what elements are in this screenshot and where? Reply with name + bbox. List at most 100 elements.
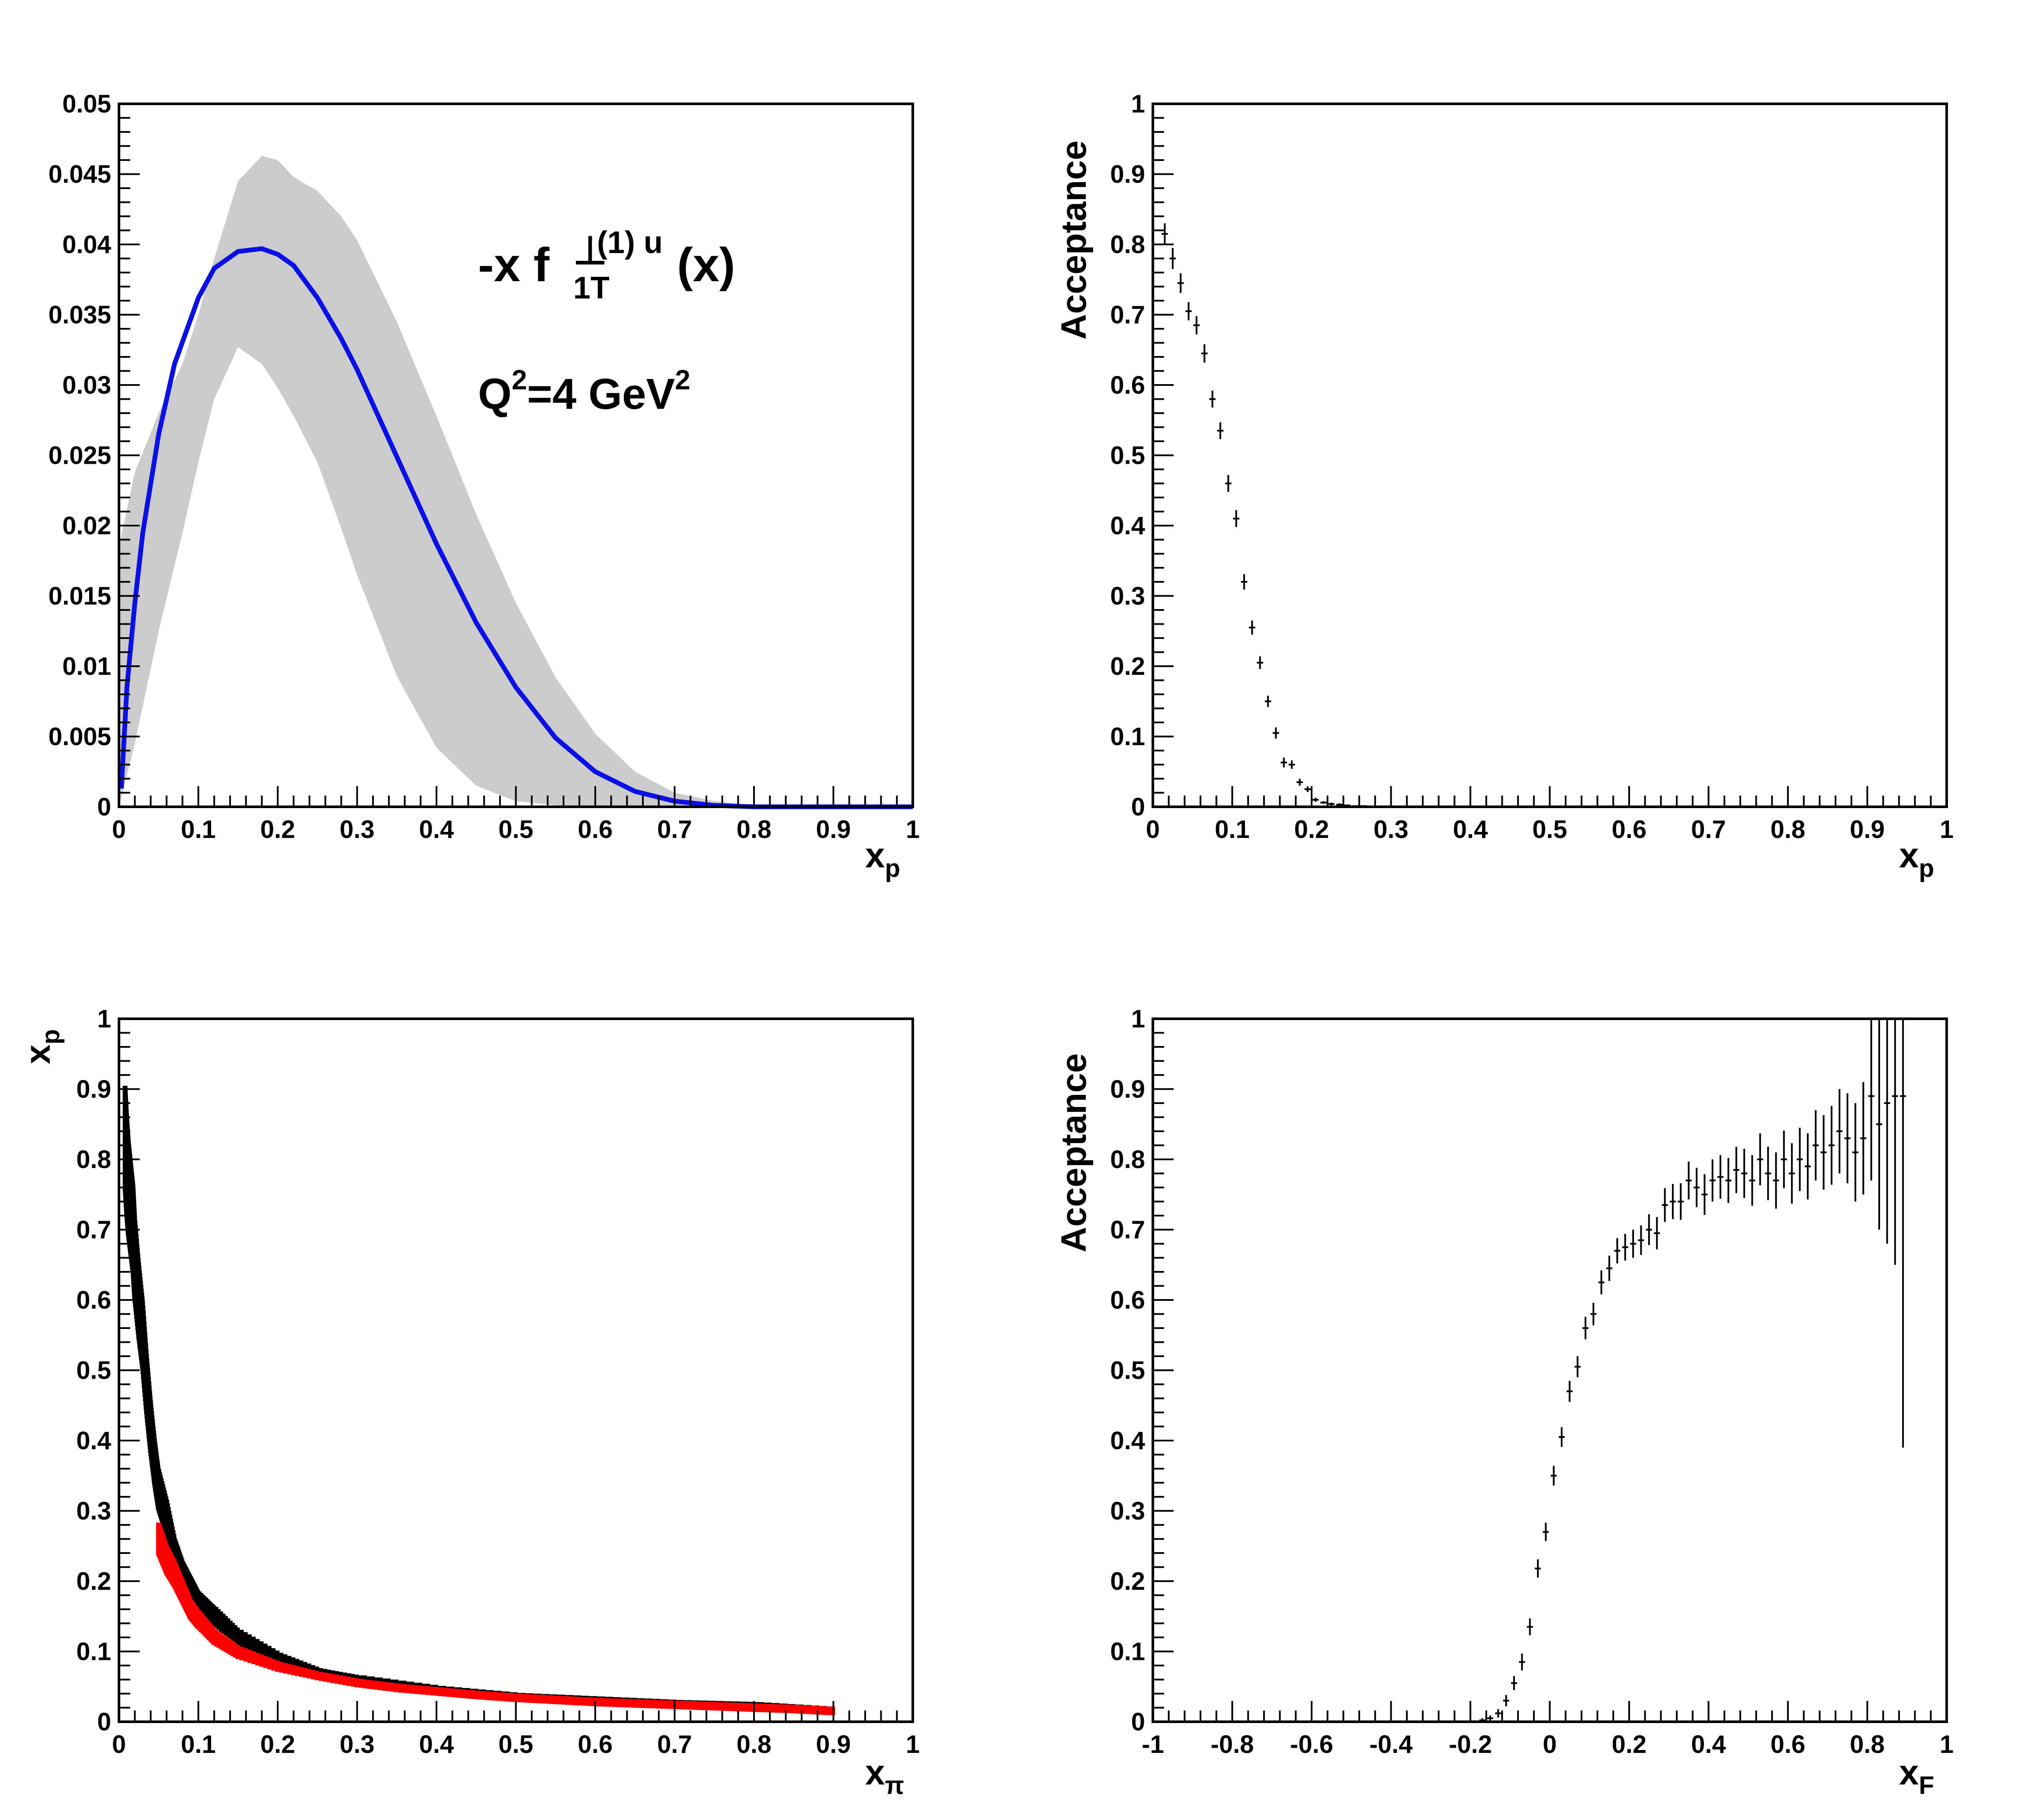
x-tick-label: 0.1 — [1215, 815, 1250, 844]
y-tick-label: 0.5 — [1110, 442, 1145, 470]
panel-acceptance-xf: -1 -0.8 -0.6 -0.4 -0.2 0 0.2 0.4 0.6 0.8 1 0 0.1 0.2 0… — [1054, 1005, 1954, 1800]
y-tick-label: 0.2 — [1110, 652, 1145, 680]
annotation-prefix: -x f — [478, 238, 549, 292]
y-tick-label: 0.1 — [76, 1638, 111, 1666]
x-tick-label: 0.2 — [260, 1730, 295, 1759]
x-tick-label: 0.5 — [498, 1730, 533, 1759]
x-tick-label: 0.8 — [1850, 1730, 1885, 1759]
y-tick-label: 0.04 — [62, 231, 111, 259]
x-tick-label: 0.2 — [260, 815, 295, 844]
y-tick-label: 0.7 — [1110, 301, 1145, 329]
y-tick-label: 0.01 — [62, 652, 111, 680]
x-tick-label: 1 — [906, 815, 920, 844]
x-tick-label: 0.6 — [578, 815, 613, 844]
y-tick-label: 0.4 — [76, 1427, 111, 1455]
central-curve — [119, 246, 913, 809]
y-tick-label: 0.5 — [1110, 1357, 1145, 1385]
y-tick-label: 1 — [1131, 90, 1145, 118]
x-tick-label: 0.5 — [1532, 815, 1567, 844]
x-tick-label: 1 — [1940, 815, 1954, 844]
x-tick-label: 0.4 — [419, 815, 454, 844]
annotation-perp: ⊥ — [573, 229, 607, 273]
panel-xp-vs-xpi: 0 0.1 0.2 0.3 0.4 0.5 0.6 0.7 0.8 0.9 1 0 0.1 0.2 0.3 0… — [18, 1005, 920, 1800]
x-tick-label: 0.8 — [737, 815, 772, 844]
y-tick-label: 0.7 — [1110, 1216, 1145, 1244]
x-tick-label: 0.7 — [1691, 815, 1726, 844]
y-tick-label: 1 — [1131, 1005, 1145, 1033]
annotation-suffix: (x) — [677, 238, 735, 292]
x-tick-label: 0.4 — [1691, 1730, 1726, 1759]
y-tick-label: 0.2 — [76, 1567, 111, 1595]
y-tick-label: 0.8 — [1110, 231, 1145, 259]
x-axis-title: xp — [1899, 836, 1934, 883]
uncertainty-band — [119, 156, 913, 807]
y-tick-label: 0.6 — [1110, 1286, 1145, 1314]
annotation-sup: (1) u — [597, 225, 663, 260]
x-tick-label: 0.7 — [657, 1730, 692, 1759]
x-tick-label: 0.9 — [816, 1730, 851, 1759]
y-tick-label: 0.3 — [76, 1497, 111, 1525]
x-tick-label: -0.8 — [1211, 1730, 1254, 1759]
plot-frame — [1152, 1017, 1948, 1723]
x-tick-label: 0.6 — [1612, 815, 1647, 844]
annotation-sub: 1T — [573, 271, 610, 305]
y-axis-title: xp — [18, 1029, 65, 1064]
x-tick-label: 0.8 — [1771, 815, 1806, 844]
x-tick-label: -0.4 — [1370, 1730, 1413, 1759]
panel-tmd-curve: 0 0.1 0.2 0.3 0.4 0.5 0.6 0.7 0.8 0.9 1 0 0.005 0.01 0… — [48, 90, 920, 883]
y-tick-label: 0.3 — [1110, 1497, 1145, 1525]
y-tick-label: 0.7 — [76, 1216, 111, 1244]
x-axis-title: xF — [1899, 1753, 1934, 1800]
x-tick-label: 1 — [906, 1730, 920, 1759]
x-axis-title: xp — [865, 836, 900, 883]
y-tick-label: 0.05 — [62, 90, 111, 118]
x-tick-label: 0.2 — [1612, 1730, 1647, 1759]
svg-text:-x f: -x f — [478, 238, 549, 292]
x-tick-label: 0.2 — [1294, 815, 1329, 844]
plot-frame — [1152, 103, 1948, 808]
y-axis-title: Acceptance — [1054, 1053, 1094, 1252]
y-tick-label: 0.025 — [48, 442, 111, 470]
x-tick-label: 0.1 — [181, 815, 216, 844]
x-tick-label: -1 — [1142, 1730, 1164, 1759]
y-tick-label: 0.4 — [1110, 512, 1145, 540]
x-tick-label: 0.6 — [578, 1730, 613, 1759]
x-tick-label: 0.6 — [1771, 1730, 1806, 1759]
y-tick-label: 0.5 — [76, 1357, 111, 1385]
y-tick-label: 1 — [97, 1005, 111, 1033]
y-tick-label: 0.8 — [1110, 1146, 1145, 1174]
y-tick-label: 0.4 — [1110, 1427, 1145, 1455]
y-tick-label: 0 — [97, 1708, 111, 1736]
x-tick-label: -0.6 — [1290, 1730, 1333, 1759]
x-tick-label: 0.7 — [657, 815, 692, 844]
x-tick-label: 0 — [112, 815, 126, 844]
y-tick-label: 0.9 — [1110, 160, 1145, 189]
y-tick-label: 0.03 — [62, 371, 111, 399]
y-tick-label: 0.015 — [48, 582, 111, 610]
x-tick-label: 0.8 — [737, 1730, 772, 1759]
x-tick-label: 0.3 — [340, 815, 375, 844]
x-tick-label: 0.4 — [1453, 815, 1488, 844]
y-tick-label: 0.02 — [62, 512, 111, 540]
y-tick-label: 0 — [1131, 1708, 1145, 1736]
y-tick-label: 0.6 — [1110, 371, 1145, 399]
x-tick-label: 0.9 — [816, 815, 851, 844]
y-tick-label: 0.1 — [1110, 723, 1145, 751]
y-tick-label: 0.9 — [76, 1075, 111, 1104]
x-tick-label: 1 — [1940, 1730, 1954, 1759]
y-tick-label: 0.035 — [48, 301, 111, 329]
x-tick-label: 0.3 — [340, 1730, 375, 1759]
y-tick-label: 0 — [1131, 793, 1145, 821]
panel-acceptance-xp: 0 0.1 0.2 0.3 0.4 0.5 0.6 0.7 0.8 0.9 1 0 0.1 0.2 0.3 0… — [1054, 90, 1954, 883]
y-tick-label: 0 — [97, 793, 111, 821]
x-tick-label: 0 — [1146, 815, 1160, 844]
x-tick-label: -0.2 — [1449, 1730, 1492, 1759]
x-tick-label: 0 — [112, 1730, 126, 1759]
function-annotation: -x f ⊥ 1T (1) u (x) Q2=4 GeV2 — [478, 225, 735, 418]
x-tick-label: 0 — [1543, 1730, 1556, 1759]
x-tick-label: 0.5 — [498, 815, 533, 844]
y-tick-label: 0.2 — [1110, 1567, 1145, 1595]
plot-frame — [118, 1017, 914, 1723]
y-tick-label: 0.045 — [48, 160, 111, 189]
